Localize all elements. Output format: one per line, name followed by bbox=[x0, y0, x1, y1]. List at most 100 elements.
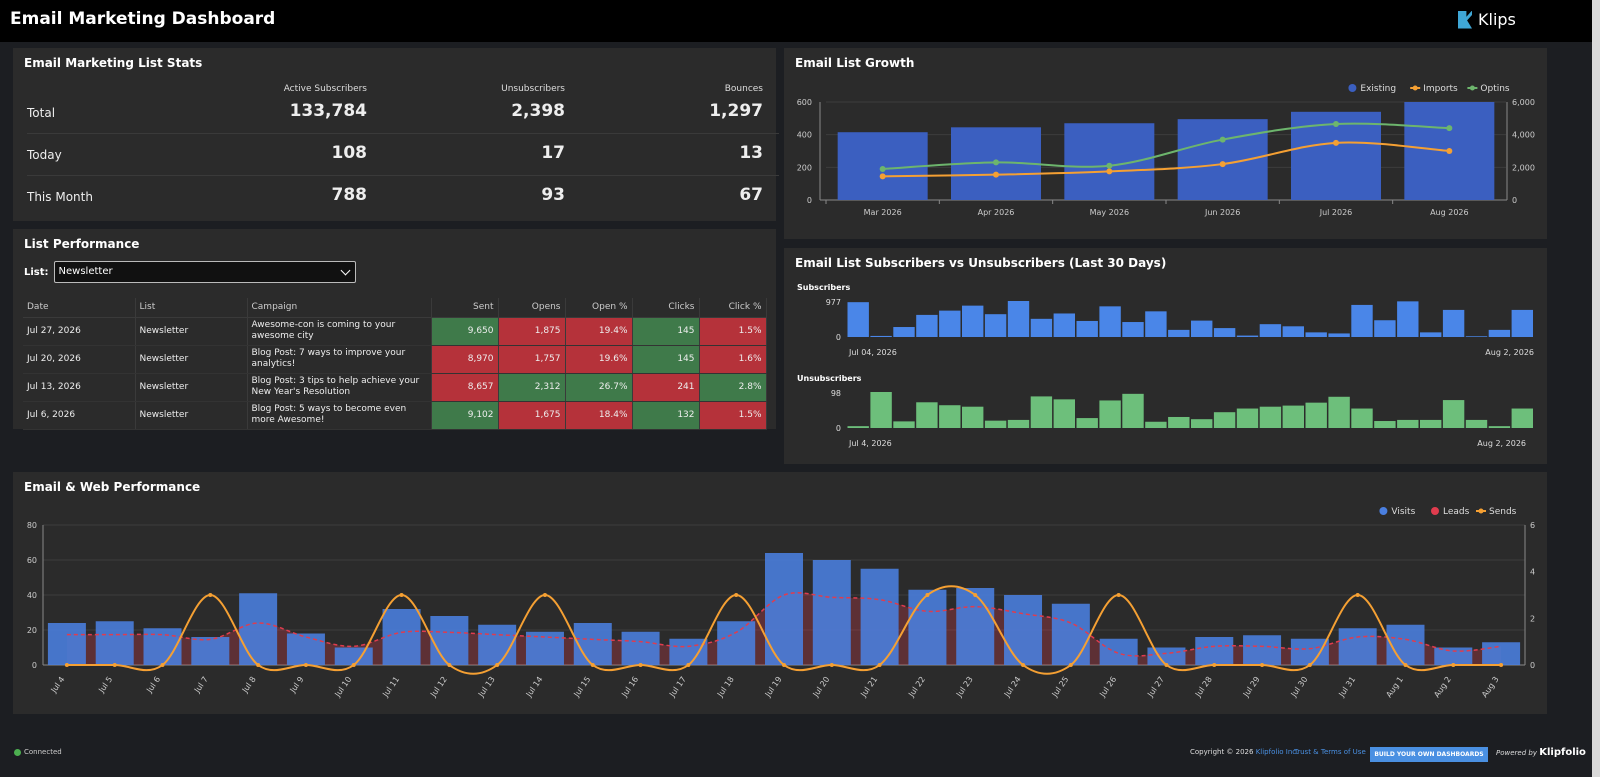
cell-list: Newsletter bbox=[135, 373, 248, 402]
y-tick-right: 6,000 bbox=[1512, 98, 1535, 107]
point-sends bbox=[877, 663, 882, 667]
x-tick-label: Jul 4 bbox=[49, 675, 67, 695]
col-campaign[interactable]: Campaign bbox=[247, 298, 432, 318]
subscribers-bar bbox=[1328, 333, 1350, 337]
col-sent[interactable]: Sent bbox=[431, 298, 499, 318]
build-dashboards-button[interactable]: BUILD YOUR OWN DASHBOARDS bbox=[1370, 747, 1488, 762]
unsubscribers-bar bbox=[1282, 405, 1304, 428]
terms-link[interactable]: Trust & Terms of Use bbox=[1294, 748, 1366, 756]
point-sends bbox=[447, 663, 452, 667]
point-sends bbox=[1355, 593, 1360, 597]
point-sends bbox=[734, 593, 739, 597]
cell-campaign: Blog Post: 3 tips to help achieve your N… bbox=[247, 373, 432, 402]
subscribers-bar bbox=[1282, 326, 1304, 337]
table-row: Jul 13, 2026 Newsletter Blog Post: 3 tips … bbox=[23, 373, 767, 402]
status-dot-icon bbox=[14, 748, 21, 756]
bar-visits bbox=[191, 637, 230, 665]
col-click-pct[interactable]: Click % bbox=[699, 298, 767, 318]
col-opens[interactable]: Opens bbox=[498, 298, 566, 318]
x-tick-label: Jul 7 bbox=[192, 675, 210, 695]
bar-visits bbox=[1386, 624, 1425, 665]
cell-list: Newsletter bbox=[135, 401, 248, 430]
point-sends bbox=[686, 663, 691, 667]
legend-optins-marker bbox=[1469, 85, 1475, 91]
unsubscribers-bar bbox=[1007, 419, 1030, 428]
unsubscribers-bar bbox=[939, 405, 961, 428]
stats-value: 93 bbox=[541, 185, 565, 205]
legend-leads-icon bbox=[1431, 507, 1439, 515]
legend-existing-icon bbox=[1348, 84, 1357, 92]
unsubscribers-bar bbox=[1122, 393, 1144, 428]
x-tick-label: Jul 26 bbox=[1098, 675, 1119, 699]
x-tick-label: Jul 11 bbox=[380, 675, 401, 699]
point-imports bbox=[993, 171, 999, 178]
col-list[interactable]: List bbox=[135, 298, 248, 318]
col-date[interactable]: Date bbox=[23, 298, 136, 318]
copyright-text: Copyright © 2026 bbox=[1190, 748, 1254, 756]
x-tick-label: Jul 6 bbox=[144, 675, 162, 695]
stats-row-today: Today 108 17 13 bbox=[27, 134, 779, 176]
point-sends bbox=[351, 663, 356, 667]
col-open-pct[interactable]: Open % bbox=[565, 298, 633, 318]
subscribers-end-label: Aug 2, 2026 bbox=[1485, 348, 1534, 357]
point-sends bbox=[399, 593, 404, 597]
cell-open-pct: 26.7% bbox=[565, 373, 633, 402]
point-sends bbox=[782, 663, 786, 667]
subscribers-bar bbox=[1397, 301, 1419, 337]
bar-visits bbox=[239, 593, 278, 665]
x-tick-label: Jul 5 bbox=[96, 675, 114, 695]
subscribers-bar bbox=[1236, 335, 1259, 337]
bar-visits bbox=[47, 623, 86, 665]
cell-clicks: 132 bbox=[632, 401, 700, 430]
copyright: Copyright © 2026 Klipfolio Inc. bbox=[1190, 748, 1298, 756]
bar-visits bbox=[525, 631, 564, 665]
unsubscribers-bar bbox=[1351, 408, 1373, 428]
point-imports bbox=[879, 173, 886, 180]
connection-status: Connected bbox=[14, 748, 62, 756]
cell-opens: 1,875 bbox=[498, 317, 566, 346]
cell-campaign: Awesome-con is coming to your awesome ci… bbox=[247, 317, 432, 346]
stats-col-bounces: Bounces bbox=[724, 84, 763, 94]
point-sends bbox=[1116, 593, 1121, 597]
stats-row-label: Today bbox=[27, 148, 62, 162]
legend-visits: Visits bbox=[1391, 507, 1415, 517]
performance-table: Date List Campaign Sent Opens Open % Cli… bbox=[23, 298, 767, 430]
legend-visits-icon bbox=[1379, 507, 1388, 515]
x-tick-label: Jun 2026 bbox=[1204, 208, 1240, 217]
cell-sent: 8,657 bbox=[431, 373, 499, 402]
list-label: List: bbox=[24, 266, 49, 278]
point-imports bbox=[1333, 139, 1339, 146]
brand-name: Klips bbox=[1478, 10, 1516, 29]
bar-visits bbox=[669, 638, 708, 665]
x-tick-label: Jul 12 bbox=[428, 675, 449, 699]
y-tick-right: 2 bbox=[1530, 614, 1535, 623]
x-tick-label: Jul 28 bbox=[1193, 675, 1214, 699]
subscribers-bar bbox=[1168, 329, 1190, 337]
stats-value: 2,398 bbox=[511, 101, 565, 121]
x-tick-label: Aug 3 bbox=[1480, 675, 1501, 699]
bar-visits bbox=[430, 616, 469, 665]
col-clicks[interactable]: Clicks bbox=[632, 298, 700, 318]
line-leads bbox=[66, 592, 1502, 657]
subs-unsubs-panel: Email List Subscribers vs Unsubscribers … bbox=[784, 248, 1547, 464]
point-sends bbox=[829, 663, 834, 667]
bar-visits bbox=[334, 647, 373, 665]
unsubscribers-bar bbox=[1328, 396, 1350, 428]
powered-by: Powered by Klipfolio bbox=[1496, 747, 1586, 758]
subscribers-bar bbox=[1007, 301, 1030, 337]
klipfolio-logo[interactable]: Klipfolio bbox=[1539, 747, 1586, 758]
x-tick-label: Jul 22 bbox=[906, 675, 927, 699]
x-tick-label: May 2026 bbox=[1090, 208, 1129, 217]
company-link[interactable]: Klipfolio Inc. bbox=[1255, 748, 1299, 756]
point-sends bbox=[638, 663, 643, 667]
klips-logo[interactable]: Klips bbox=[1458, 10, 1516, 29]
point-sends bbox=[1403, 663, 1408, 667]
page-scrollbar[interactable] bbox=[1592, 0, 1600, 777]
bar-visits bbox=[1004, 595, 1043, 665]
subs-unsubs-chart: Subscribers 977 0 Jul 04, 2026 Aug 2, 2026 Un… bbox=[797, 283, 1534, 448]
list-dropdown[interactable]: Newsletter bbox=[53, 261, 356, 283]
cell-date: Jul 20, 2026 bbox=[23, 345, 136, 374]
y-tick-right: 6 bbox=[1530, 521, 1535, 530]
cell-opens: 1,675 bbox=[498, 401, 566, 430]
point-sends bbox=[1021, 663, 1026, 667]
